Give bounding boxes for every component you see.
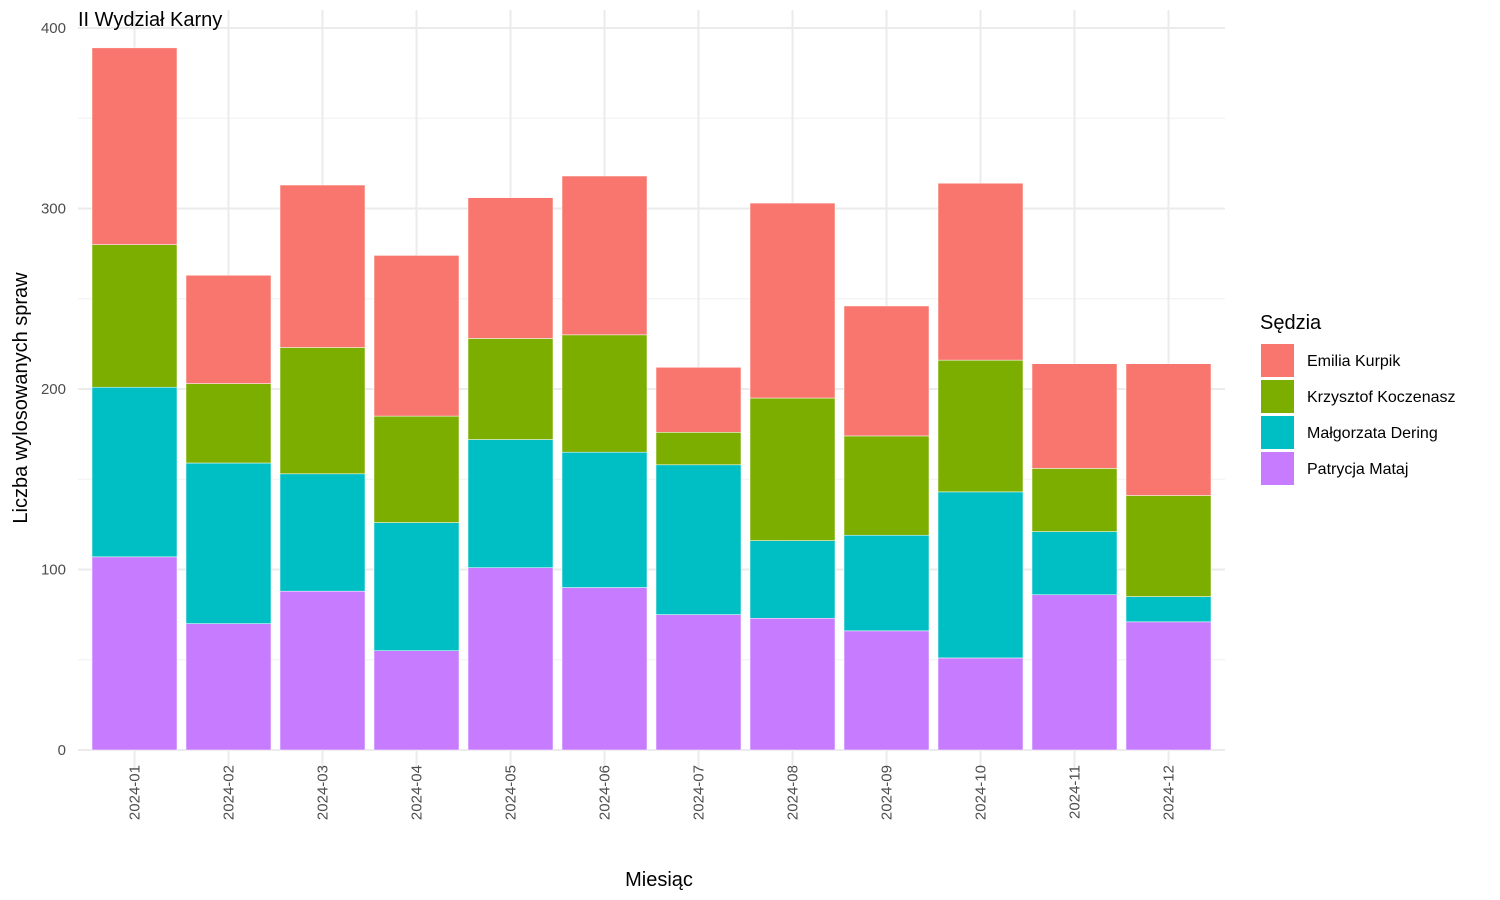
bar-segment: [1125, 495, 1212, 597]
bar-segment: [1125, 621, 1212, 751]
bar-segment: [1031, 594, 1118, 751]
bar-segment: [91, 556, 178, 751]
bar-segment: [655, 432, 742, 466]
x-tick-label: 2024-11: [1067, 765, 1084, 819]
bar-segment: [1031, 363, 1118, 469]
bar-segment: [749, 540, 836, 619]
bar-segment: [937, 657, 1024, 751]
bar-segment: [561, 175, 648, 336]
y-axis-ticks: 0 100 200 300 400: [41, 20, 66, 759]
bar-segment: [561, 334, 648, 453]
bar-segment: [185, 383, 272, 464]
legend-label: Patrycja Mataj: [1307, 461, 1408, 478]
y-tick-label: 300: [41, 201, 66, 218]
x-axis-ticks: 2024-01 2024-02 2024-03 2024-04 2024-05 2024-…: [127, 765, 1178, 820]
bar-segment: [91, 47, 178, 245]
x-tick-label: 2024-05: [503, 765, 520, 820]
chart-title: II Wydział Karny: [78, 9, 222, 31]
x-tick-label: 2024-08: [785, 765, 802, 820]
x-tick-label: 2024-03: [315, 765, 332, 820]
bar-segment: [279, 184, 366, 348]
x-tick-label: 2024-04: [409, 765, 426, 820]
y-axis-title: Liczba wylosowanych spraw: [10, 272, 32, 524]
bar-segment: [1125, 596, 1212, 623]
bar-segment: [279, 347, 366, 475]
y-tick-label: 100: [41, 562, 66, 579]
bar-segment: [655, 464, 742, 615]
x-tick-label: 2024-09: [879, 765, 896, 820]
bars: [91, 47, 1212, 751]
bar-segment: [467, 439, 554, 568]
bar-segment: [1031, 531, 1118, 596]
bar-segment: [843, 305, 930, 437]
bar-segment: [749, 397, 836, 541]
bar-segment: [937, 359, 1024, 493]
legend-swatch: [1261, 452, 1294, 485]
bar-segment: [561, 451, 648, 588]
bar-segment: [185, 623, 272, 751]
bar-segment: [467, 197, 554, 339]
bar-segment: [91, 386, 178, 558]
bar-segment: [467, 567, 554, 751]
bar-segment: [373, 255, 460, 417]
bar-segment: [373, 415, 460, 523]
x-tick-label: 2024-01: [127, 765, 144, 820]
bar-segment: [937, 182, 1024, 361]
bar-segment: [279, 473, 366, 592]
legend-title: Sędzia: [1260, 312, 1322, 334]
legend-label: Emilia Kurpik: [1307, 353, 1401, 370]
bar-segment: [937, 491, 1024, 659]
x-tick-label: 2024-06: [597, 765, 614, 820]
legend-label: Krzysztof Koczenasz: [1307, 389, 1456, 406]
x-axis-title: Miesiąc: [625, 869, 693, 891]
x-tick-label: 2024-02: [221, 765, 238, 820]
bar-segment: [467, 338, 554, 440]
legend-swatch: [1261, 344, 1294, 377]
legend: Sędzia Emilia Kurpik Krzysztof Koczenasz M…: [1260, 312, 1456, 485]
bar-segment: [279, 590, 366, 751]
legend-swatch: [1261, 416, 1294, 449]
bar-segment: [749, 617, 836, 751]
y-tick-label: 200: [41, 381, 66, 398]
x-tick-label: 2024-07: [691, 765, 708, 820]
bar-segment: [843, 435, 930, 536]
bar-segment: [373, 522, 460, 651]
bar-segment: [1031, 468, 1118, 532]
x-tick-label: 2024-10: [973, 765, 990, 820]
bar-segment: [655, 614, 742, 751]
bar-segment: [91, 244, 178, 388]
x-tick-label: 2024-12: [1161, 765, 1178, 820]
bar-segment: [655, 367, 742, 433]
bar-segment: [185, 275, 272, 384]
bar-segment: [185, 462, 272, 624]
legend-swatch: [1261, 380, 1294, 413]
bar-segment: [561, 587, 648, 751]
y-tick-label: 0: [58, 742, 66, 759]
bar-segment: [749, 202, 836, 399]
legend-label: Małgorzata Dering: [1307, 425, 1438, 442]
bar-segment: [1125, 363, 1212, 496]
bar-segment: [373, 650, 460, 751]
bar-segment: [843, 534, 930, 632]
y-tick-label: 400: [41, 20, 66, 37]
bar-segment: [843, 630, 930, 751]
